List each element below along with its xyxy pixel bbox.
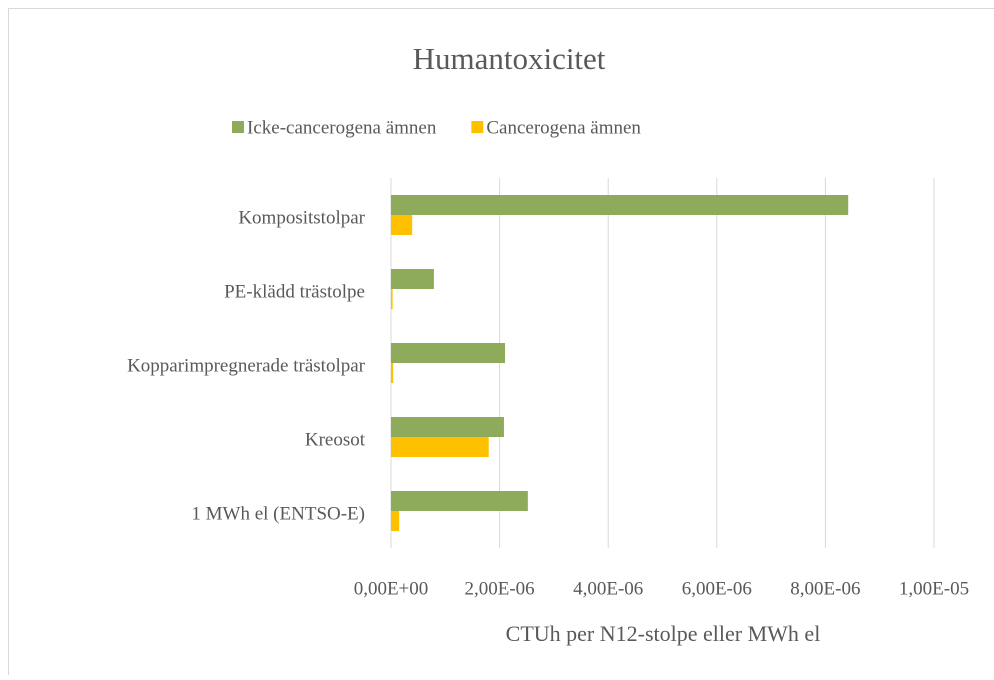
bar — [391, 363, 393, 383]
y-tick-label: Kreosot — [305, 429, 366, 450]
x-tick-label: 6,00E-06 — [682, 578, 752, 599]
bar — [391, 269, 434, 289]
y-tick-label: PE-klädd trästolpe — [224, 281, 365, 302]
bar — [391, 289, 393, 309]
legend-label: Icke-cancerogena ämnen — [247, 117, 437, 138]
x-tick-label: 1,00E-05 — [899, 578, 969, 599]
legend-swatch — [471, 121, 483, 133]
y-tick-label: Kopparimpregnerade trästolpar — [127, 355, 366, 376]
chart-border — [9, 9, 994, 676]
bar — [391, 511, 399, 531]
x-axis-title: CTUh per N12-stolpe eller MWh el — [506, 621, 821, 646]
legend-swatch — [232, 121, 244, 133]
legend-label: Cancerogena ämnen — [486, 117, 641, 138]
bar — [391, 491, 528, 511]
bar — [391, 195, 848, 215]
x-tick-label: 2,00E-06 — [465, 578, 535, 599]
x-tick-label: 8,00E-06 — [790, 578, 860, 599]
bar — [391, 417, 504, 437]
bar — [391, 437, 489, 457]
y-tick-label: Kompositstolpar — [238, 207, 365, 228]
x-tick-label: 0,00E+00 — [354, 578, 429, 599]
bar — [391, 215, 412, 235]
chart-title: Humantoxicitet — [413, 41, 606, 76]
x-tick-label: 4,00E-06 — [573, 578, 643, 599]
y-tick-label: 1 MWh el (ENTSO-E) — [191, 503, 365, 524]
bar — [391, 343, 505, 363]
